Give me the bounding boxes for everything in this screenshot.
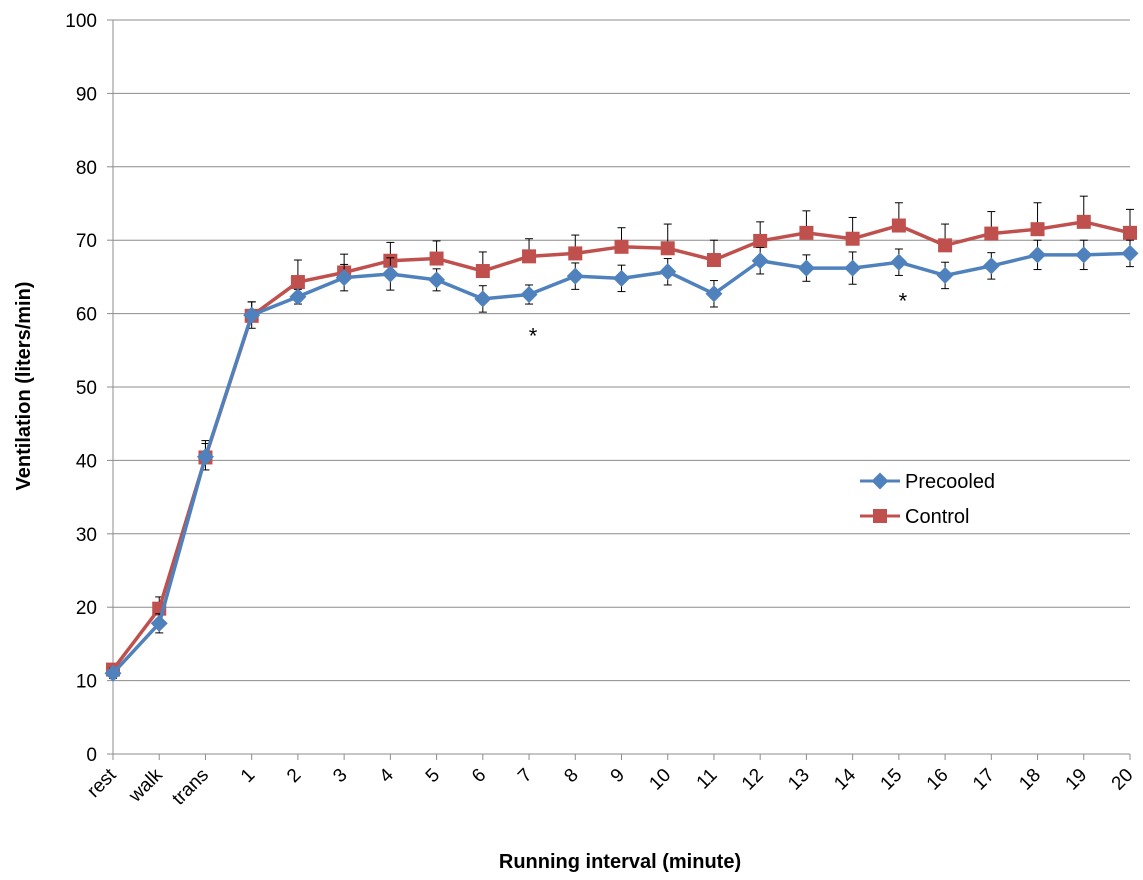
y-tick-90: 90 — [76, 84, 97, 105]
point-precooled-19 — [1075, 246, 1093, 264]
point-control-8 — [568, 246, 583, 261]
point-control-10 — [660, 241, 675, 256]
y-tick-50: 50 — [76, 378, 97, 399]
x-tick-2: 2 — [283, 765, 305, 787]
axes — [107, 19, 1131, 760]
legend: Precooled Control — [860, 471, 995, 528]
point-precooled-20 — [1121, 244, 1139, 262]
point-control-7 — [522, 249, 537, 264]
x-tick-walk: walk — [124, 764, 167, 807]
x-tick-trans: trans — [168, 765, 213, 810]
point-precooled-trans — [196, 448, 214, 466]
x-tick-8: 8 — [560, 765, 582, 787]
point-precooled-5 — [428, 271, 446, 289]
x-tick-18: 18 — [1015, 765, 1045, 795]
y-tick-40: 40 — [76, 451, 97, 472]
y-tick-80: 80 — [76, 158, 97, 179]
point-precooled-9 — [613, 269, 630, 287]
point-precooled-6 — [474, 290, 492, 308]
gridlines — [113, 19, 1130, 682]
legend-marker-control — [873, 509, 887, 523]
legend-label-precooled: Precooled — [905, 471, 995, 493]
point-control-5 — [429, 251, 444, 266]
point-control-13 — [799, 225, 814, 240]
annotations: ** — [529, 288, 908, 348]
x-tick-5: 5 — [422, 765, 444, 787]
y-tick-70: 70 — [76, 231, 97, 252]
point-control-14 — [845, 231, 860, 246]
legend-marker-precooled — [871, 472, 889, 490]
legend-label-control: Control — [905, 506, 969, 528]
point-control-18 — [1030, 222, 1045, 237]
series-layer — [104, 195, 1139, 682]
point-precooled-walk — [150, 614, 168, 632]
x-tick-9: 9 — [607, 765, 629, 787]
point-precooled-17 — [982, 257, 1000, 275]
x-tick-11: 11 — [693, 765, 722, 794]
y-tick-100: 100 — [65, 11, 97, 32]
y-tick-10: 10 — [76, 672, 97, 693]
x-tick-17: 17 — [969, 765, 999, 795]
x-tick-16: 16 — [923, 765, 953, 795]
x-tick-1: 1 — [237, 765, 259, 787]
point-precooled-8 — [566, 267, 584, 285]
significance-marker-15: * — [899, 288, 908, 313]
x-tick-10: 10 — [645, 765, 675, 795]
point-control-15 — [891, 218, 906, 233]
y-tick-60: 60 — [76, 305, 97, 326]
series-line-precooled — [111, 251, 1131, 675]
x-tick-3: 3 — [329, 765, 351, 787]
significance-marker-7: * — [529, 324, 538, 349]
x-tick-13: 13 — [784, 765, 814, 795]
x-tick-7: 7 — [514, 765, 536, 787]
point-control-11 — [706, 253, 721, 268]
point-precooled-11 — [705, 285, 723, 303]
point-control-16 — [938, 238, 953, 253]
point-precooled-3 — [335, 269, 353, 287]
x-tick-15: 15 — [877, 765, 907, 795]
x-axis-title: Running interval (minute) — [499, 851, 741, 873]
x-tick-labels: rest walk trans 1 2 3 4 5 6 7 8 9 10 11 12 13 14 15 16 17 18… — [83, 764, 1137, 809]
point-precooled-14 — [844, 259, 862, 277]
point-control-2 — [290, 275, 305, 290]
x-tick-4: 4 — [376, 764, 399, 787]
point-precooled-18 — [1029, 246, 1047, 264]
point-control-20 — [1123, 225, 1137, 240]
x-tick-20: 20 — [1108, 765, 1138, 795]
y-tick-labels: 0 10 20 30 40 50 60 70 80 90 100 — [65, 11, 97, 766]
point-control-9 — [614, 239, 629, 254]
series-precooled — [104, 239, 1139, 682]
point-control-6 — [475, 264, 490, 279]
x-tick-6: 6 — [468, 765, 490, 787]
point-precooled-10 — [659, 263, 677, 281]
point-precooled-13 — [797, 259, 815, 277]
point-control-19 — [1076, 214, 1091, 229]
point-precooled-4 — [381, 265, 399, 283]
x-tick-12: 12 — [738, 765, 768, 795]
y-axis-title: Ventilation (liters/min) — [13, 282, 35, 491]
point-precooled-16 — [936, 266, 954, 284]
x-tick-19: 19 — [1062, 765, 1092, 795]
point-precooled-7 — [520, 286, 538, 304]
point-precooled-rest — [104, 664, 122, 682]
point-precooled-1 — [243, 306, 261, 324]
point-control-17 — [984, 226, 999, 241]
point-control-12 — [753, 233, 768, 248]
y-tick-0: 0 — [86, 745, 97, 766]
point-precooled-2 — [289, 288, 307, 306]
x-tick-14: 14 — [830, 764, 860, 794]
y-tick-20: 20 — [76, 598, 97, 619]
x-tick-rest: rest — [83, 764, 121, 802]
point-precooled-15 — [890, 253, 908, 271]
y-tick-30: 30 — [76, 525, 97, 546]
